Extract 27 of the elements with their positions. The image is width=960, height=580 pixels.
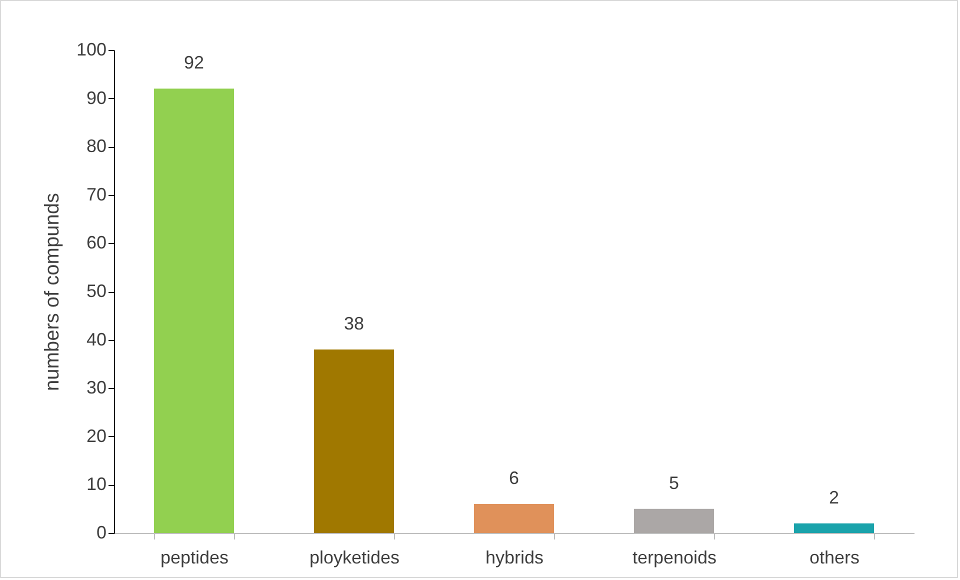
data-label: 5 bbox=[668, 472, 680, 493]
bar bbox=[154, 88, 234, 533]
y-tick-label: 30 bbox=[86, 378, 106, 398]
y-tick-label: 80 bbox=[86, 136, 106, 156]
bar bbox=[474, 504, 554, 533]
y-tick-label: 20 bbox=[86, 426, 106, 446]
y-tick-label: 100 bbox=[76, 40, 106, 60]
data-label: 38 bbox=[344, 313, 364, 334]
x-tick-label: peptides bbox=[160, 548, 229, 568]
y-tick-label: 70 bbox=[86, 184, 106, 204]
y-tick-label: 60 bbox=[86, 232, 106, 253]
y-tick-label: 50 bbox=[86, 281, 106, 301]
data-label: 92 bbox=[184, 52, 204, 73]
bar bbox=[314, 349, 394, 533]
data-label: 6 bbox=[508, 468, 520, 488]
x-tick-label: ployketides bbox=[309, 548, 400, 568]
data-label: 2 bbox=[828, 487, 840, 508]
y-tick-label: 10 bbox=[86, 474, 106, 494]
y-tick-label: 0 bbox=[96, 522, 106, 542]
x-tick-label: hybrids bbox=[485, 548, 544, 568]
y-tick-label: 40 bbox=[86, 329, 106, 350]
bar bbox=[794, 523, 874, 533]
bar bbox=[634, 508, 714, 533]
y-tick-label: 90 bbox=[86, 88, 106, 108]
x-tick-label: terpenoids bbox=[632, 548, 717, 568]
x-tick-label: others bbox=[809, 548, 860, 568]
y-axis-title: numbers of compunds bbox=[41, 193, 64, 391]
